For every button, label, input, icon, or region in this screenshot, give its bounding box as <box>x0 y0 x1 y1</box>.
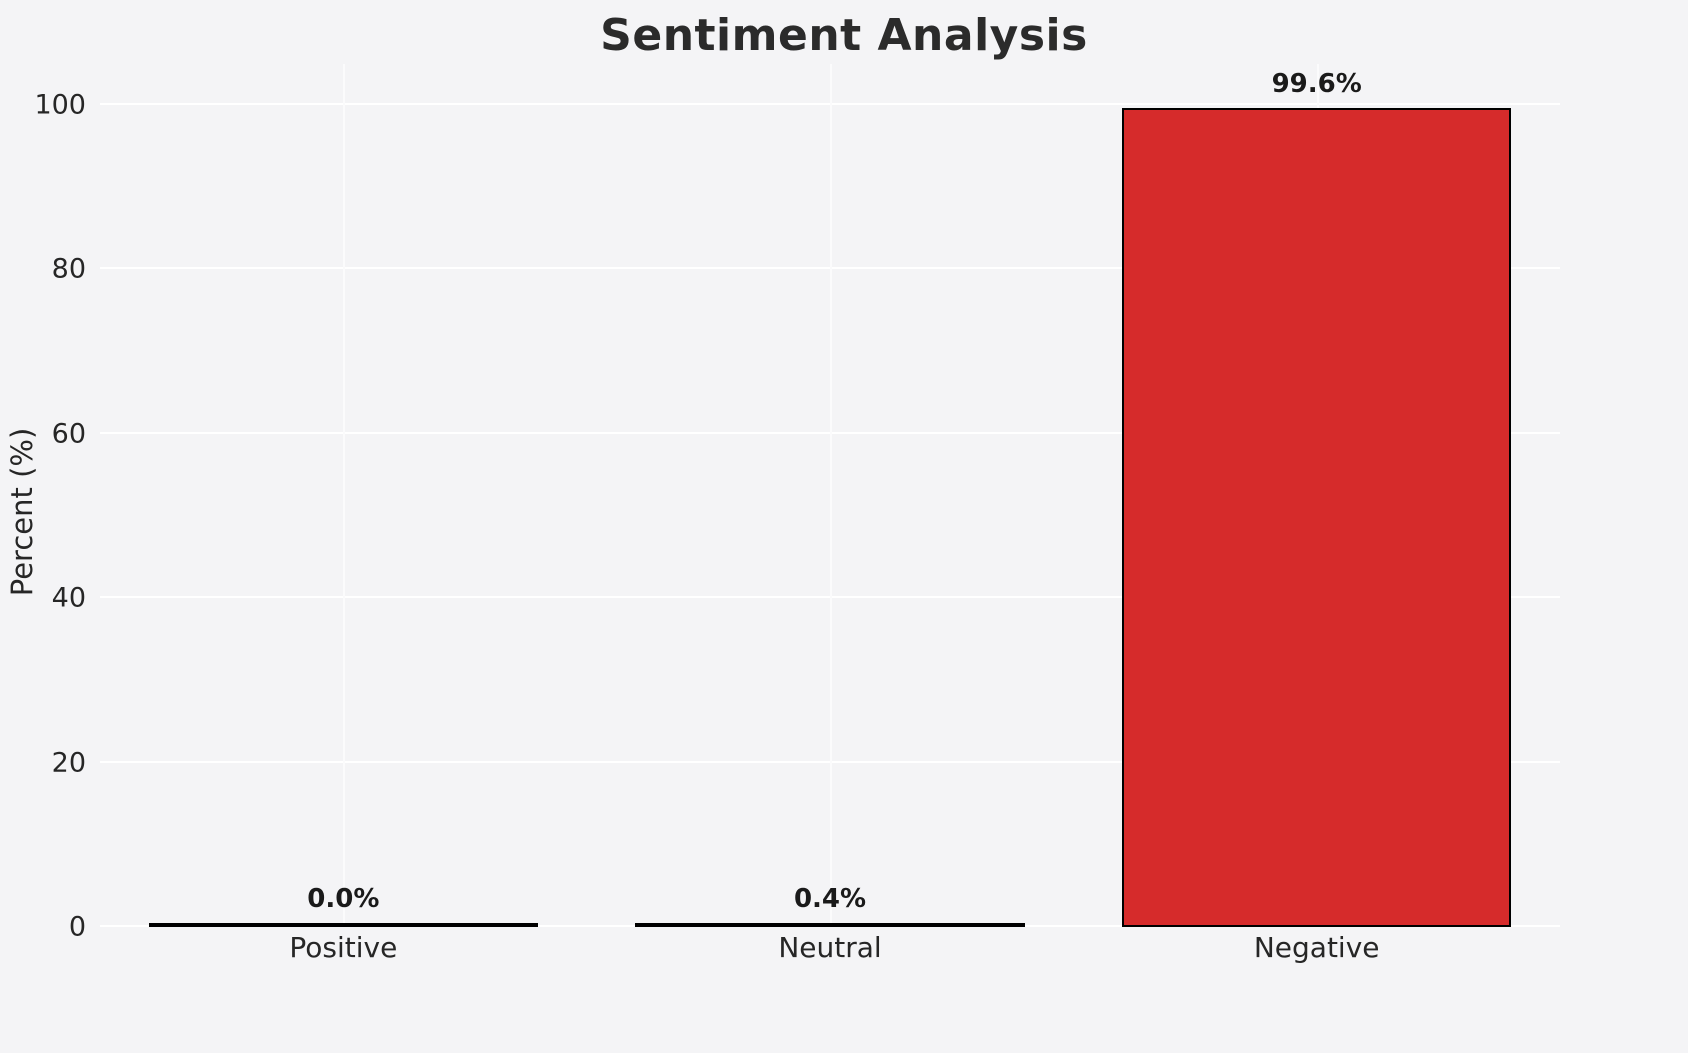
chart-title: Sentiment Analysis <box>600 10 1088 61</box>
y-tick-label-40: 40 <box>51 582 86 614</box>
plot-area: 0.0% 0.4% 99.6% 0 20 40 60 80 100 <box>34 64 1560 943</box>
bar-value-label-negative: 99.6% <box>1271 69 1362 100</box>
y-axis-label: Percent (%) <box>5 427 39 597</box>
bar-neutral <box>635 923 1025 927</box>
y-tick-label-80: 80 <box>51 253 86 285</box>
bar-value-label-neutral: 0.4% <box>793 884 867 914</box>
bar-slot-negative: 99.6% <box>1073 64 1560 927</box>
bars-container: 0.0% 0.4% 99.6% <box>100 64 1560 927</box>
x-axis-labels: Positive Neutral Negative <box>100 931 1560 964</box>
gridline-x-positive <box>343 64 346 927</box>
x-tick-label-positive: Positive <box>289 931 398 964</box>
x-tick-label-negative: Negative <box>1253 931 1380 964</box>
bar-slot-positive: 0.0% <box>100 64 587 927</box>
bar-slot-neutral: 0.4% <box>587 64 1074 927</box>
bar-value-label-positive: 0.0% <box>307 884 380 914</box>
y-tick-label-20: 20 <box>51 747 86 779</box>
gridline-x-neutral <box>830 64 832 927</box>
bar-negative <box>1122 108 1512 927</box>
y-tick-label-60: 60 <box>51 418 86 450</box>
bar-positive <box>148 923 538 927</box>
y-tick-label-0: 0 <box>68 911 86 943</box>
y-tick-label-100: 100 <box>34 89 86 121</box>
x-tick-label-neutral: Neutral <box>778 931 882 964</box>
